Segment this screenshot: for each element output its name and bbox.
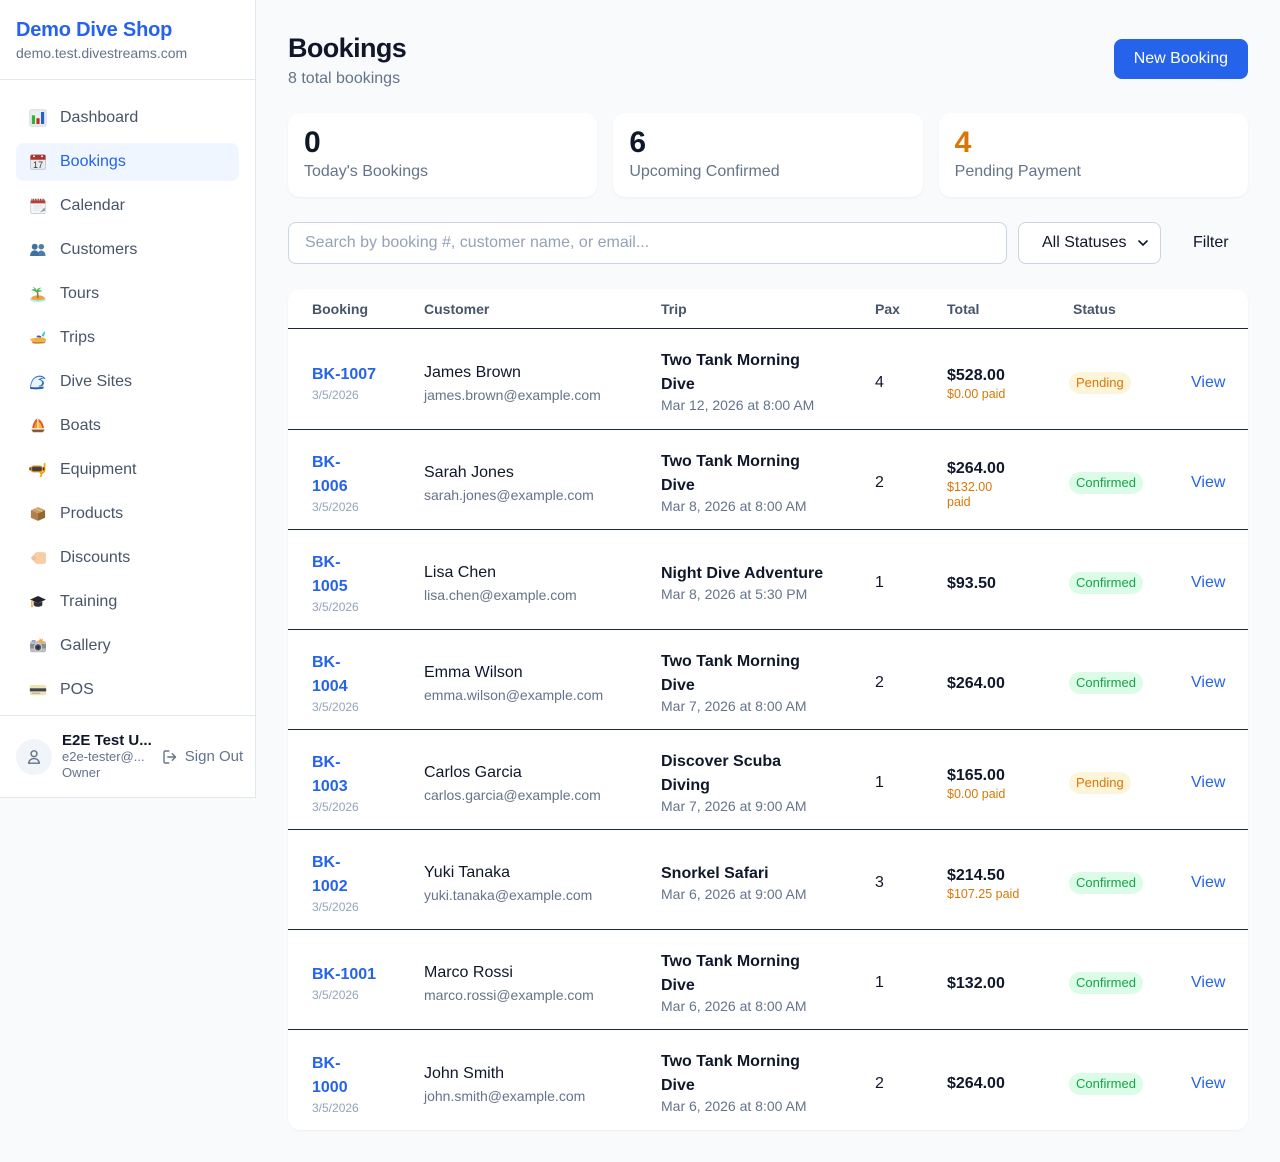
svg-text:17: 17 (33, 160, 43, 170)
